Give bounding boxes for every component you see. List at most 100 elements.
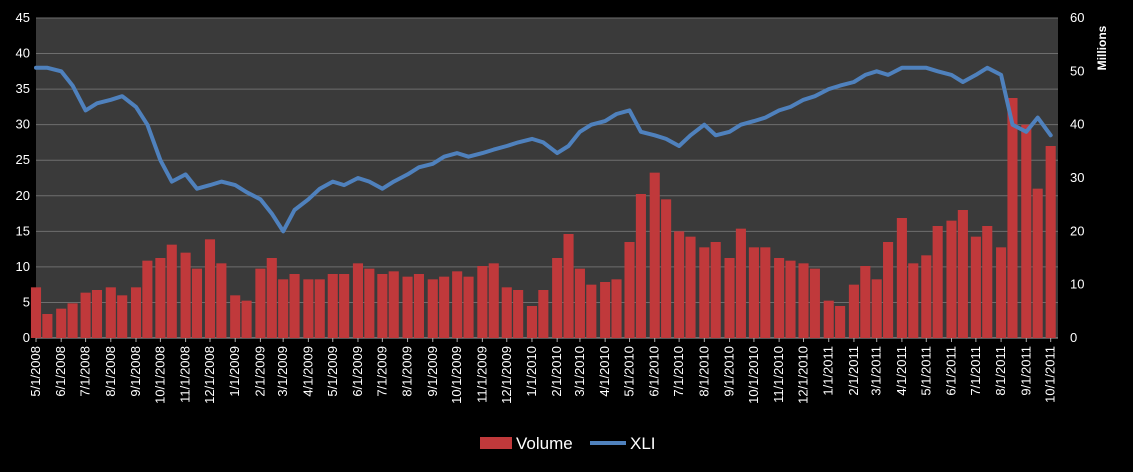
- volume-bar: [130, 287, 142, 338]
- volume-bar: [204, 239, 216, 338]
- x-axis-tick-label: 11/1/2010: [771, 346, 786, 403]
- volume-bar: [932, 226, 943, 338]
- x-axis-tick-label: 6/1/2009: [350, 346, 365, 397]
- volume-bar: [685, 236, 696, 338]
- volume-bar: [661, 199, 672, 338]
- volume-bar: [402, 276, 413, 338]
- volume-bar: [117, 295, 128, 338]
- x-axis-tick-label: 5/1/2008: [28, 346, 43, 397]
- legend-swatch-volume: [480, 437, 512, 449]
- x-axis-tick-label: 2/1/2010: [549, 346, 564, 397]
- x-axis-tick-label: 3/1/2010: [572, 346, 587, 397]
- volume-bar: [314, 279, 325, 338]
- volume-bar: [774, 258, 785, 338]
- legend: Volume XLI: [480, 434, 656, 453]
- volume-bar: [563, 234, 574, 338]
- x-axis-tick-label: 12/1/2009: [499, 346, 514, 404]
- x-axis-tick-label: 6/1/2008: [53, 346, 68, 397]
- x-axis-tick-label: 5/1/2011: [918, 346, 933, 396]
- volume-bar: [452, 271, 463, 338]
- x-axis-tick-label: 1/1/2010: [524, 346, 539, 397]
- x-axis-tick-label: 8/1/2008: [103, 346, 118, 397]
- x-axis-tick-label: 2/1/2009: [252, 346, 267, 397]
- volume-bar: [908, 263, 919, 338]
- right-axis-tick-label: 20: [1070, 223, 1084, 238]
- volume-bar: [388, 271, 399, 338]
- volume-bar: [513, 290, 524, 338]
- volume-bar: [216, 263, 227, 338]
- right-axis-tick-label: 40: [1070, 117, 1084, 132]
- volume-bar: [339, 274, 350, 338]
- x-axis-tick-label: 12/1/2010: [796, 346, 811, 404]
- legend-item-xli: XLI: [590, 434, 656, 453]
- right-axis-title: Millions: [1095, 25, 1109, 70]
- volume-bar: [538, 290, 549, 338]
- volume-bar: [303, 279, 314, 338]
- volume-bar: [809, 268, 820, 338]
- x-axis-tick-label: 7/1/2008: [78, 346, 93, 397]
- volume-bar: [166, 244, 177, 338]
- volume-bar: [67, 303, 78, 338]
- volume-bar: [191, 268, 203, 338]
- volume-bars: [30, 98, 1056, 339]
- volume-bar: [574, 268, 585, 338]
- volume-bar: [748, 247, 759, 338]
- left-axis: 0 5 10 15 20 25 30 35 40 45: [16, 10, 30, 345]
- volume-bar: [946, 220, 957, 338]
- right-axis-tick-label: 50: [1070, 63, 1084, 78]
- x-axis-tick-label: 1/1/2011: [821, 346, 836, 396]
- x-axis-tick-label: 11/1/2008: [178, 346, 193, 403]
- volume-bar: [266, 258, 277, 338]
- x-axis-tick-label: 8/1/2009: [400, 346, 415, 397]
- volume-bar: [526, 306, 538, 338]
- volume-bar: [957, 210, 968, 338]
- volume-bar: [710, 242, 721, 338]
- x-axis-tick-label: 8/1/2011: [993, 346, 1008, 396]
- x-axis-tick-label: 7/1/2010: [671, 346, 686, 397]
- x-axis-tick-label: 11/1/2009: [474, 346, 489, 403]
- left-axis-tick-label: 15: [16, 223, 30, 238]
- left-axis-tick-label: 0: [23, 330, 30, 345]
- x-axis-tick-label: 5/1/2010: [622, 346, 637, 397]
- volume-bar: [427, 279, 438, 338]
- volume-bar: [142, 260, 153, 338]
- volume-bar: [439, 276, 450, 338]
- left-axis-tick-label: 35: [16, 81, 30, 96]
- x-axis-tick-label: 8/1/2010: [696, 346, 711, 397]
- x-axis-tick-label: 9/1/2009: [425, 346, 440, 397]
- x-axis-tick-label: 9/1/2010: [722, 346, 737, 397]
- x-axis: 5/1/2008 6/1/2008 7/1/2008 8/1/2008 9/1/2008…: [28, 338, 1058, 404]
- volume-bar: [230, 295, 241, 338]
- x-axis-tick-label: 9/1/2008: [128, 346, 143, 397]
- volume-bar: [699, 247, 710, 338]
- volume-bar: [635, 194, 646, 338]
- x-axis-tick-label: 10/1/2008: [152, 346, 167, 404]
- x-axis-tick-label: 1/1/2009: [227, 346, 242, 397]
- x-axis-tick-label: 10/1/2011: [1043, 346, 1058, 403]
- left-axis-tick-label: 25: [16, 152, 30, 167]
- volume-bar: [835, 306, 846, 338]
- volume-bar: [921, 255, 932, 338]
- left-axis-tick-label: 5: [23, 294, 30, 309]
- xli-line-layer: [34, 65, 1053, 234]
- volume-bar: [552, 258, 563, 338]
- volume-bar: [105, 287, 116, 338]
- volume-bar: [30, 287, 42, 338]
- volume-bar: [649, 172, 660, 338]
- volume-bar: [883, 242, 894, 338]
- volume-bar: [352, 263, 364, 338]
- volume-bar: [1045, 146, 1056, 338]
- volume-bar: [91, 290, 103, 338]
- volume-bar: [327, 274, 338, 338]
- volume-bar: [241, 300, 252, 338]
- volume-bar: [413, 274, 424, 338]
- volume-bar: [848, 284, 859, 338]
- volume-bar: [42, 314, 53, 338]
- volume-bar: [377, 274, 388, 338]
- x-axis-tick-label: 6/1/2011: [943, 346, 958, 396]
- x-axis-tick-label: 7/1/2009: [374, 346, 389, 397]
- x-axis-tick-label: 12/1/2008: [202, 346, 217, 404]
- volume-bar: [364, 268, 375, 338]
- volume-bar: [180, 252, 191, 338]
